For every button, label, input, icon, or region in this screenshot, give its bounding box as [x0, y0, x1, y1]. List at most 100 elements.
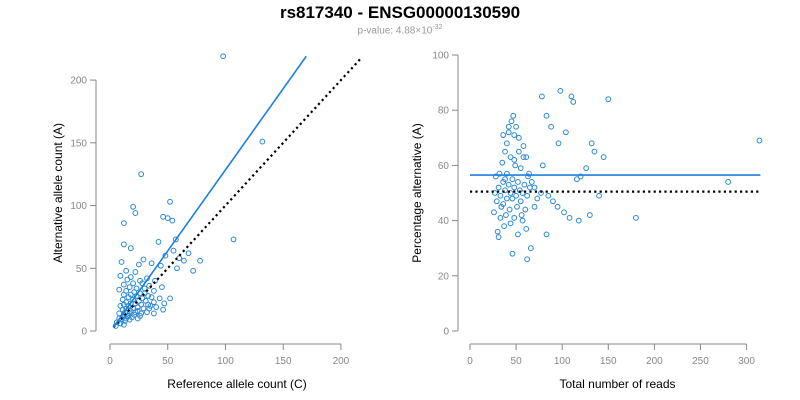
data-point	[513, 123, 519, 130]
x-tick-label: 200	[333, 356, 350, 367]
y-tick-label: 40	[438, 216, 450, 227]
data-point	[577, 173, 584, 180]
data-point	[148, 294, 155, 301]
p-value-prefix: p-value: 4.88	[357, 25, 416, 37]
data-point	[505, 129, 512, 136]
data-point	[125, 313, 132, 319]
data-point	[169, 217, 176, 224]
data-point	[511, 132, 518, 138]
data-point	[155, 239, 162, 245]
data-point	[493, 198, 500, 205]
data-point	[550, 198, 556, 205]
data-point	[124, 276, 131, 283]
data-point	[519, 190, 526, 196]
data-point	[167, 198, 173, 205]
data-point	[120, 321, 127, 328]
data-point	[519, 217, 526, 224]
data-point	[500, 132, 507, 138]
data-point	[543, 112, 550, 119]
data-point	[524, 256, 531, 263]
data-point	[518, 212, 525, 218]
data-point	[517, 198, 524, 205]
data-point	[575, 217, 582, 224]
data-point	[725, 179, 732, 185]
data-point	[512, 162, 519, 169]
data-point	[509, 195, 516, 202]
data-point	[570, 99, 577, 105]
data-point	[509, 250, 516, 257]
data-point	[524, 192, 531, 199]
data-point	[160, 213, 167, 220]
data-point	[197, 257, 203, 264]
data-point	[492, 173, 499, 180]
data-point	[146, 305, 153, 312]
data-point	[130, 280, 136, 287]
data-point	[167, 295, 173, 302]
data-point	[494, 228, 501, 235]
data-point	[138, 171, 145, 178]
data-point	[534, 195, 541, 202]
data-point	[140, 305, 147, 312]
x-tick-label: 200	[646, 356, 663, 367]
data-point	[520, 154, 527, 161]
data-point	[501, 223, 508, 230]
x-axis-label: Total number of reads	[559, 377, 675, 391]
data-point	[568, 93, 575, 100]
data-point	[125, 294, 132, 301]
data-point	[756, 137, 763, 144]
data-point	[562, 129, 569, 136]
data-point	[503, 140, 510, 147]
data-point	[122, 318, 128, 324]
data-point	[503, 195, 510, 202]
x-axis-label: Reference allele count (C)	[167, 377, 306, 391]
data-point	[230, 236, 237, 243]
data-point	[513, 192, 519, 199]
data-point	[499, 159, 506, 166]
y-tick-label: 100	[70, 201, 87, 212]
x-tick-label: 0	[107, 356, 113, 367]
x-tick-label: 150	[275, 356, 292, 367]
data-point	[120, 220, 127, 227]
data-point	[123, 267, 130, 274]
data-point	[130, 203, 136, 210]
data-point	[528, 179, 535, 185]
x-tick-label: 100	[554, 356, 571, 367]
data-point	[161, 300, 168, 307]
chart-subtitle: p-value: 4.88×10-32	[0, 24, 800, 36]
data-point	[586, 212, 593, 218]
data-point	[190, 267, 197, 274]
data-point	[588, 140, 595, 147]
y-tick-label: 20	[438, 271, 450, 282]
x-tick-label: 250	[692, 356, 709, 367]
data-point	[539, 162, 546, 169]
data-point	[510, 112, 517, 119]
data-point	[543, 231, 550, 238]
data-point	[503, 212, 509, 218]
data-point	[517, 165, 524, 172]
data-point	[495, 234, 502, 241]
data-point	[557, 87, 564, 94]
p-value-times: ×10	[415, 25, 433, 37]
data-point	[120, 241, 127, 248]
data-point	[116, 286, 123, 293]
data-point	[135, 261, 142, 268]
x-tick-label: 150	[600, 356, 617, 367]
data-point	[523, 225, 530, 232]
data-point	[120, 281, 127, 288]
data-point	[520, 143, 527, 149]
data-point	[505, 181, 512, 188]
data-point	[132, 269, 139, 275]
data-point	[137, 313, 143, 319]
fit-line	[112, 55, 307, 328]
x-tick-label: 50	[511, 356, 523, 367]
y-tick-label: 0	[443, 327, 449, 338]
data-point	[514, 203, 520, 210]
data-point	[515, 148, 522, 155]
chart-title: rs817340 - ENSG00000130590	[279, 3, 521, 22]
data-point	[160, 306, 167, 313]
data-point	[118, 259, 125, 265]
data-point	[605, 96, 612, 103]
data-point	[491, 190, 498, 196]
data-point	[502, 148, 508, 155]
